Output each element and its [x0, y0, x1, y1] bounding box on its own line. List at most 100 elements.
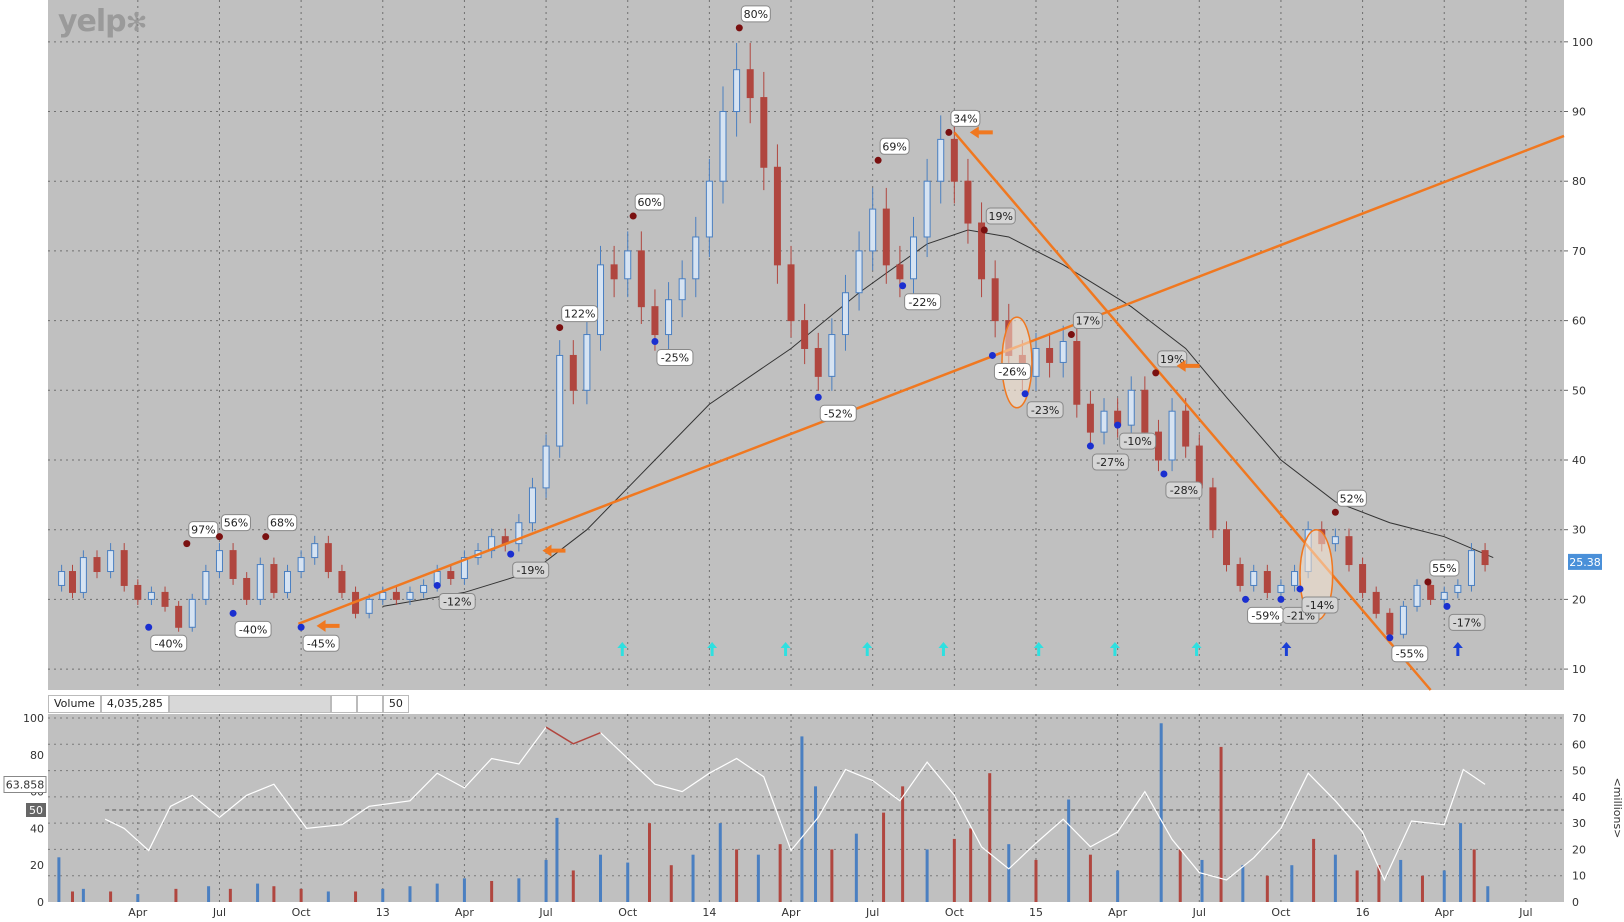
- volume-bar: [462, 878, 466, 902]
- trendline: [297, 134, 1565, 625]
- candle-body: [1331, 536, 1339, 545]
- volume-blank-field: [330, 695, 357, 713]
- annotation-box: [1157, 350, 1188, 368]
- candle-body: [515, 522, 523, 545]
- volume-hidden-field: [168, 695, 331, 713]
- candle-body: [1223, 529, 1231, 566]
- price-tick-label: 20: [1572, 593, 1586, 606]
- price-axis: 10 20 30 40 50 60 70 80 90 100 25.38: [1564, 36, 1602, 676]
- volume-bar: [626, 862, 630, 902]
- last-price-badge: [1568, 553, 1602, 570]
- price-tick-label: 60: [1572, 315, 1586, 328]
- volume-bar: [814, 786, 818, 902]
- candle-body: [882, 208, 890, 266]
- candle-body: [161, 591, 169, 607]
- candle-body: [896, 264, 904, 280]
- candle-body: [1182, 410, 1190, 447]
- volume-bar: [854, 833, 858, 902]
- logo-text: yelp: [58, 4, 127, 39]
- annotation-label: -12%: [443, 595, 471, 608]
- annotation-box: [1119, 432, 1157, 450]
- candle-body: [950, 138, 958, 182]
- candle-body: [1386, 612, 1394, 635]
- x-tick-label: Jul: [1192, 906, 1206, 919]
- volume-bar: [901, 786, 905, 902]
- candle-body: [705, 180, 713, 238]
- volume-unit-label: <millions>: [1611, 778, 1624, 839]
- candle-body: [311, 543, 319, 559]
- candle-body: [284, 571, 292, 593]
- swing-low-marker: [229, 609, 237, 617]
- swing-low-marker: [297, 623, 305, 631]
- volume-bar: [1200, 859, 1204, 902]
- volume-bar: [669, 865, 673, 902]
- candle-body: [910, 236, 918, 280]
- candle-body: [1440, 591, 1448, 600]
- candle-body: [1277, 584, 1285, 593]
- annotation-box: [234, 620, 272, 638]
- swing-low-marker: [507, 550, 515, 558]
- volume-bar: [1241, 865, 1245, 902]
- volume-bar: [408, 886, 412, 902]
- candle-body: [134, 584, 142, 600]
- oscillator-tick-label: 80: [30, 749, 44, 762]
- swing-high-marker: [1067, 331, 1075, 339]
- price-tick-label: 70: [1572, 245, 1586, 258]
- volume-bar: [256, 883, 260, 902]
- candle-body: [1359, 564, 1367, 593]
- volume-bar: [925, 849, 929, 902]
- candle-body: [760, 97, 768, 168]
- volume-bar: [544, 859, 548, 902]
- volume-bar: [136, 894, 140, 902]
- swing-low-marker: [1160, 470, 1168, 478]
- volume-bar: [1219, 746, 1223, 902]
- up-arrow-icon: [707, 642, 718, 656]
- annotation-label: -40%: [154, 637, 182, 650]
- candle-body: [392, 591, 400, 600]
- x-tick-label: 15: [1029, 906, 1043, 919]
- candle-body: [79, 557, 87, 593]
- volume-bar: [1420, 875, 1424, 902]
- volume-bar: [882, 812, 886, 902]
- oscillator-line: [104, 726, 1486, 882]
- annotation-label: -23%: [1031, 404, 1059, 417]
- x-axis: Apr Jul Oct 13 Apr Jul Oct 14 Apr Jul Oct 15 Apr Jul O…: [128, 906, 1532, 919]
- candle-body: [107, 550, 115, 573]
- volume-bar: [57, 857, 61, 902]
- candle-body: [420, 584, 428, 593]
- candle-body: [1141, 389, 1149, 433]
- annotation-box: [1072, 312, 1103, 330]
- candle-body: [978, 222, 986, 280]
- x-tick-label: Jul: [212, 906, 226, 919]
- candle-body: [243, 577, 251, 600]
- annotation-label: 17%: [1076, 315, 1100, 328]
- annotation-label: 34%: [953, 112, 977, 125]
- candle-body: [1236, 564, 1244, 586]
- swing-low-marker: [1021, 390, 1029, 398]
- x-tick-label: 14: [702, 906, 716, 919]
- x-tick-label: Apr: [1108, 906, 1128, 919]
- volume-blank-field-2: [356, 695, 383, 713]
- candle-body: [692, 236, 700, 280]
- left-arrow-icon: [969, 126, 993, 139]
- annotation-box: [1091, 453, 1129, 471]
- candle-body: [215, 550, 223, 573]
- volume-tick-label: 70: [1572, 712, 1586, 725]
- annotation-box: [904, 293, 942, 311]
- swing-low-marker: [1443, 602, 1451, 610]
- volume-bar: [555, 817, 559, 902]
- volume-bar: [490, 880, 494, 902]
- volume-bar: [272, 886, 276, 902]
- volume-bar: [381, 888, 385, 902]
- candle-body: [773, 166, 781, 266]
- annotation-label: 19%: [1160, 353, 1184, 366]
- candle-body: [1100, 410, 1108, 433]
- volume-bar: [109, 891, 113, 902]
- price-tick-label: 40: [1572, 454, 1586, 467]
- volume-bar: [1486, 886, 1490, 902]
- up-arrow-icon: [617, 642, 628, 656]
- candle-body: [324, 543, 332, 573]
- annotation-label: 69%: [882, 140, 906, 153]
- volume-bar: [435, 883, 439, 902]
- candle-body: [1168, 410, 1176, 461]
